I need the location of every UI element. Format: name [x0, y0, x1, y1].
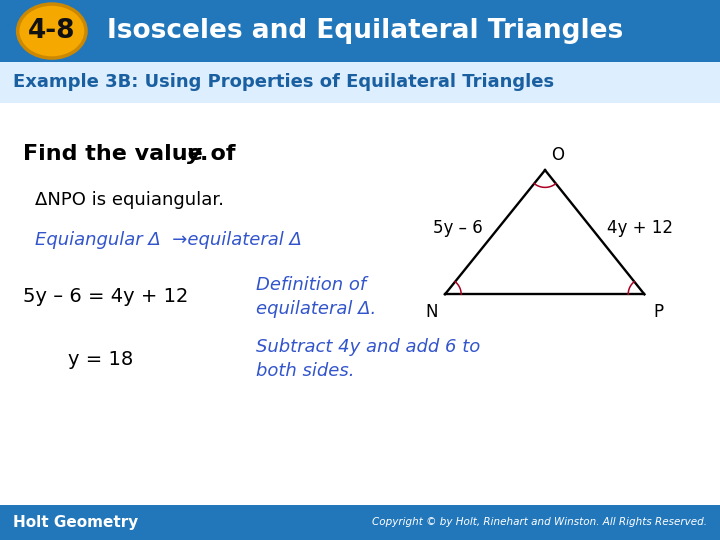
Text: P: P: [654, 302, 664, 321]
Text: ΔNPO is equiangular.: ΔNPO is equiangular.: [35, 191, 223, 209]
Text: Definition of: Definition of: [256, 276, 366, 294]
Text: y: y: [187, 144, 202, 164]
Text: Isosceles and Equilateral Triangles: Isosceles and Equilateral Triangles: [107, 18, 623, 44]
Text: Subtract 4y and add 6 to: Subtract 4y and add 6 to: [256, 338, 480, 356]
Text: 5y – 6: 5y – 6: [433, 219, 482, 237]
Bar: [0, 505, 720, 540]
Text: both sides.: both sides.: [256, 362, 354, 380]
Text: .: .: [200, 144, 209, 164]
Text: Example 3B: Using Properties of Equilateral Triangles: Example 3B: Using Properties of Equilate…: [13, 73, 554, 91]
Ellipse shape: [17, 4, 86, 58]
Text: Copyright © by Holt, Rinehart and Winston. All Rights Reserved.: Copyright © by Holt, Rinehart and Winsto…: [372, 517, 707, 528]
Text: 5y – 6 = 4y + 12: 5y – 6 = 4y + 12: [23, 287, 189, 307]
Text: y = 18: y = 18: [68, 349, 134, 369]
Text: N: N: [426, 302, 438, 321]
Text: 4y + 12: 4y + 12: [607, 219, 673, 237]
Text: Find the value of: Find the value of: [23, 144, 243, 164]
Bar: [0, 0, 720, 62]
Text: 4-8: 4-8: [28, 18, 76, 44]
Text: equilateral Δ.: equilateral Δ.: [256, 300, 376, 318]
Text: Equiangular Δ  →equilateral Δ: Equiangular Δ →equilateral Δ: [35, 231, 302, 249]
Bar: [0, 62, 720, 103]
Text: O: O: [552, 146, 564, 164]
Text: Holt Geometry: Holt Geometry: [13, 515, 138, 530]
